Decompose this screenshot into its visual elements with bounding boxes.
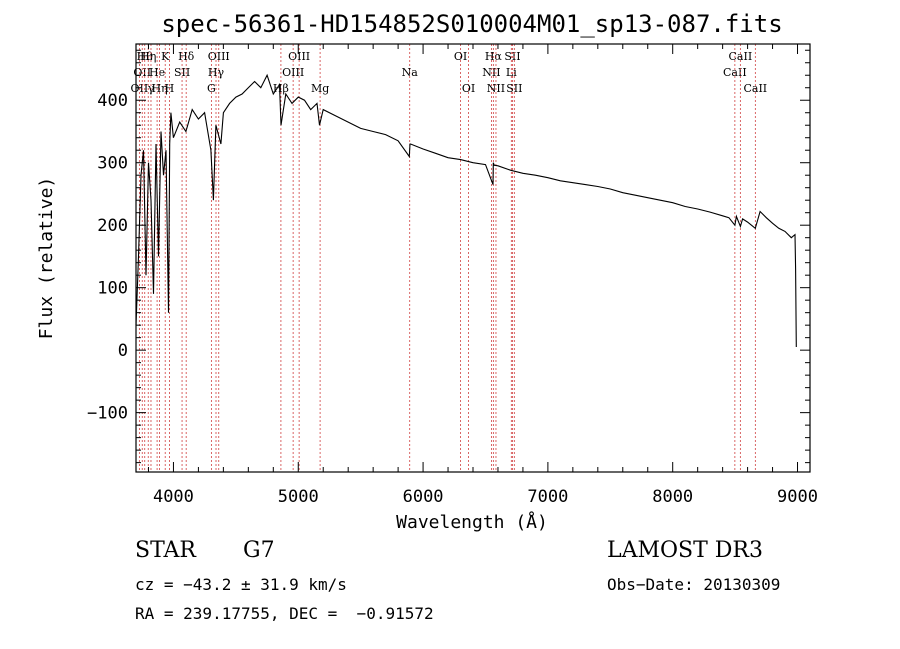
spectral-line-label: Hδ (178, 50, 195, 63)
spectral-line-label: γ (148, 82, 155, 95)
spectral-line-label: NII (482, 66, 500, 79)
spectral-line-label: G (207, 82, 216, 95)
spectral-line-label: Hη (140, 50, 156, 63)
spectral-line-label: Hη (151, 82, 167, 95)
y-tick-label: 300 (97, 154, 128, 174)
x-tick-label: 9000 (777, 487, 818, 507)
spectral-line-label: OII (131, 82, 149, 95)
spectral-line-label: OIII (208, 50, 230, 63)
survey-label: LAMOST DR3 (607, 538, 763, 563)
spectral-line-label: CaII (723, 66, 747, 79)
spectral-line-label: Hβ (273, 82, 289, 95)
x-tick-label: 4000 (153, 487, 194, 507)
x-tick-label: 7000 (527, 487, 568, 507)
spectral-line-label: K (161, 50, 170, 63)
spectral-line-label: Mg (311, 82, 329, 95)
spectral-line-label: Li (506, 66, 517, 79)
spectral-line-label: OI (454, 50, 467, 63)
x-tick-label: 8000 (652, 487, 693, 507)
observation-date: Obs−Date: 20130309 (607, 575, 781, 594)
y-tick-label: 200 (97, 216, 128, 236)
spectral-line-label: Hα (485, 50, 503, 63)
spectral-line-label: He (149, 66, 165, 79)
spectral-line-label: NII (487, 82, 505, 95)
spectral-line-label: SII (506, 82, 522, 95)
spectral-line-label: SII (504, 50, 520, 63)
y-tick-label: 100 (97, 279, 128, 299)
spectral-line-label: SII (174, 66, 190, 79)
spectral-line-label: H (165, 82, 175, 95)
redshift-velocity: cz = −43.2 ± 31.9 km/s (135, 575, 347, 594)
spectral-line-label: OII (133, 66, 151, 79)
sky-coordinates: RA = 239.17755, DEC = −0.91572 (135, 604, 434, 623)
plot-frame (135, 43, 811, 473)
object-class: STAR (135, 538, 196, 563)
spectral-line-label: CaII (729, 50, 753, 63)
y-tick-label: 400 (97, 91, 128, 111)
spectral-line-label: CaII (743, 82, 767, 95)
y-tick-label: 0 (118, 341, 128, 361)
spectral-line-label: Na (402, 66, 419, 79)
spectral-line-label: OIII (288, 50, 310, 63)
spectral-line-label: OIII (282, 66, 304, 79)
x-axis-label: Wavelength (Å) (396, 511, 548, 533)
object-subclass: G7 (243, 538, 275, 563)
spectral-line-label: Hθ (137, 50, 154, 63)
spectral-line-label: Hγ (208, 66, 225, 79)
x-tick-label: 6000 (403, 487, 444, 507)
x-tick-label: 5000 (278, 487, 319, 507)
chart-title: spec-56361-HD154852S010004M01_sp13-087.f… (161, 10, 782, 38)
y-axis-label: Flux (relative) (36, 177, 57, 340)
spectral-lines-layer: OIIOIIHθHηγHeHηKHSIIHδGHγOIIIHβOIIIOIIIM… (131, 44, 767, 472)
axis-ticks: 4000 5000 6000 7000 8000 9000 −100 0 100 200 300 40… (87, 44, 818, 507)
y-tick-label: −100 (87, 404, 128, 424)
spectral-line-label: OI (462, 82, 475, 95)
flux-series-line (135, 73, 797, 348)
